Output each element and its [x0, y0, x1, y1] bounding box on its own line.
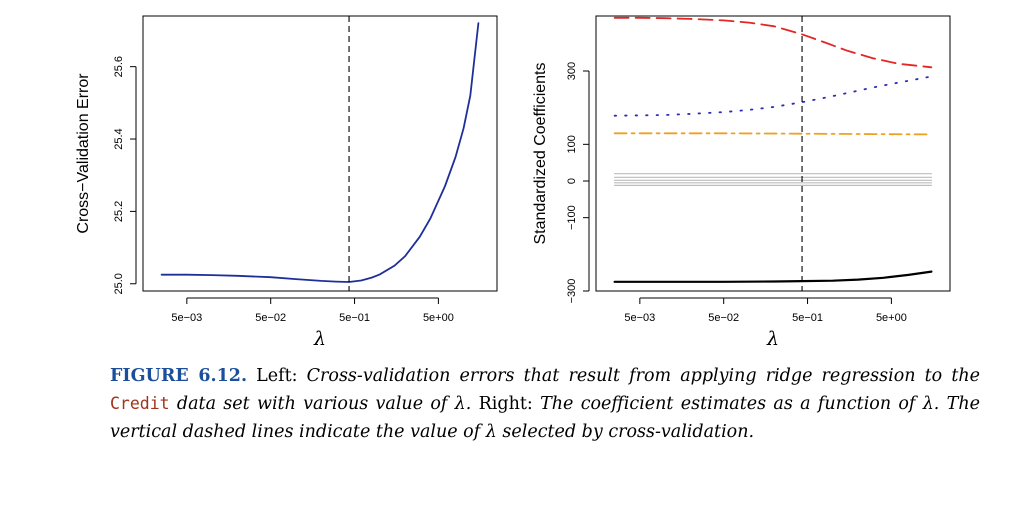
y-tick-label: 0: [566, 178, 578, 184]
series-line: [613, 16, 933, 69]
y-axis-title: Cross−Validation Error: [75, 73, 92, 234]
cv-error-panel: 5e−03 5e−02 5e−01 5e+00 25.0 25.2 25.4 25.6 Cros…: [75, 15, 498, 350]
caption-left-text-end: data set with various value of λ.: [176, 394, 472, 414]
x-tick-label: 5e+00: [876, 312, 907, 324]
y-tick-label: 25.4: [113, 128, 125, 149]
caption-right-text: The coefficient estimates as a function …: [110, 394, 980, 442]
y-tick-label: −300: [566, 279, 578, 304]
x-tick-label: 5e−01: [339, 312, 370, 324]
x-tick-label: 5e−02: [255, 312, 286, 324]
y-tick-label: 25.6: [113, 56, 125, 77]
y-tick-label: 300: [566, 62, 578, 80]
y-axis-title: Standardized Coefficients: [532, 62, 549, 244]
caption-left-label: Left:: [256, 366, 298, 386]
figure-panels: 5e−03 5e−02 5e−01 5e+00 25.0 25.2 25.4 25.6 Cros…: [75, 15, 951, 350]
y-tick-label: 100: [566, 135, 578, 153]
figure-caption: FIGURE 6.12. Left: Cross-validation erro…: [110, 362, 980, 446]
caption-right-label: Right:: [478, 394, 533, 414]
x-tick-label: 5e−02: [708, 312, 739, 324]
x-axis-title: λ: [313, 328, 326, 350]
y-tick-label: 25.0: [113, 273, 125, 294]
plot-frame: [142, 15, 498, 292]
caption-figure-label: FIGURE 6.12.: [110, 366, 248, 386]
plot-frame: [595, 15, 951, 292]
x-tick-label: 5e−03: [624, 312, 655, 324]
caption-dataset-name: Credit: [110, 394, 170, 413]
y-tick-label: 25.2: [113, 201, 125, 222]
series-line: [160, 22, 480, 283]
series-line: [613, 270, 933, 283]
series-line: [613, 132, 933, 136]
coefficients-panel: 5e−03 5e−02 5e−01 5e+00 −300 −100 0 100 300 Stand…: [532, 15, 951, 350]
y-tick-label: −100: [566, 205, 578, 230]
caption-left-text: Cross-validation errors that result from…: [306, 366, 980, 386]
x-tick-label: 5e+00: [423, 312, 454, 324]
x-axis-title: λ: [766, 328, 779, 350]
series-line: [613, 75, 933, 117]
x-tick-label: 5e−03: [171, 312, 202, 324]
x-tick-label: 5e−01: [792, 312, 823, 324]
